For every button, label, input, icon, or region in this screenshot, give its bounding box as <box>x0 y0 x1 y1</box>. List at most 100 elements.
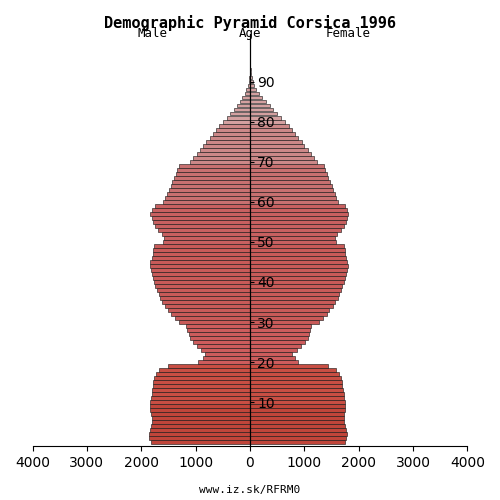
Bar <box>250 260 348 264</box>
Bar <box>177 168 250 172</box>
Bar <box>179 164 250 168</box>
Bar <box>188 332 250 336</box>
Bar <box>152 384 250 388</box>
Bar <box>200 148 250 152</box>
Bar <box>157 288 250 292</box>
Bar <box>170 184 250 188</box>
Bar <box>250 304 332 308</box>
Title: Demographic Pyramid Corsica 1996: Demographic Pyramid Corsica 1996 <box>104 15 396 31</box>
Bar <box>250 432 347 436</box>
Bar <box>168 192 250 196</box>
Bar <box>234 108 250 112</box>
Bar <box>155 204 250 208</box>
Bar <box>152 272 250 276</box>
Bar <box>250 224 344 228</box>
Bar <box>250 220 346 224</box>
Bar <box>165 304 250 308</box>
Bar <box>156 284 250 288</box>
Bar <box>180 320 250 324</box>
Bar <box>149 432 250 436</box>
Bar <box>158 368 250 372</box>
Bar <box>174 176 250 180</box>
Bar <box>250 320 318 324</box>
Bar <box>154 376 250 380</box>
Bar <box>250 392 344 396</box>
Bar <box>250 120 285 124</box>
Bar <box>248 80 250 84</box>
Bar <box>210 136 250 140</box>
Bar <box>250 300 336 304</box>
Bar <box>163 240 250 244</box>
Bar <box>250 104 270 108</box>
Bar <box>250 284 342 288</box>
Bar <box>250 164 324 168</box>
Bar <box>242 96 250 100</box>
Bar <box>250 80 252 84</box>
Bar <box>169 188 250 192</box>
Bar <box>151 440 250 444</box>
Bar <box>153 248 250 252</box>
Bar <box>250 348 297 352</box>
Bar <box>188 328 250 332</box>
Bar <box>154 244 250 248</box>
Bar <box>250 312 326 316</box>
Bar <box>151 412 250 416</box>
Text: Female: Female <box>326 26 370 40</box>
Bar <box>152 216 250 220</box>
Bar <box>150 260 250 264</box>
Text: www.iz.sk/RFRM0: www.iz.sk/RFRM0 <box>200 485 300 495</box>
Bar <box>152 208 250 212</box>
Bar <box>250 180 330 184</box>
Bar <box>153 380 250 384</box>
Bar <box>240 100 250 103</box>
Bar <box>250 440 344 444</box>
Bar <box>250 208 348 212</box>
Bar <box>196 344 250 348</box>
Bar <box>250 148 308 152</box>
Bar <box>250 428 346 432</box>
Bar <box>150 428 250 432</box>
Bar <box>250 140 302 143</box>
Bar <box>168 308 250 312</box>
Bar <box>150 264 250 268</box>
Bar <box>250 72 251 76</box>
Bar <box>250 412 344 416</box>
Bar <box>250 232 337 235</box>
Bar <box>150 404 250 408</box>
Bar <box>153 276 250 280</box>
Bar <box>250 360 298 364</box>
Bar <box>250 252 345 256</box>
Bar <box>250 380 342 384</box>
Bar <box>219 124 250 128</box>
Bar <box>153 220 250 224</box>
Text: Age: Age <box>239 26 261 40</box>
Bar <box>193 156 250 160</box>
Bar <box>250 216 348 220</box>
Bar <box>250 352 292 356</box>
Bar <box>250 400 344 404</box>
Bar <box>250 420 344 424</box>
Bar <box>250 92 259 96</box>
Bar <box>162 232 250 235</box>
Bar <box>250 236 335 240</box>
Bar <box>250 272 346 276</box>
Bar <box>152 256 250 260</box>
Bar <box>171 312 250 316</box>
Bar <box>250 108 274 112</box>
Bar <box>155 224 250 228</box>
Bar <box>250 144 304 148</box>
Bar <box>250 372 338 376</box>
Bar <box>202 356 250 360</box>
Bar <box>250 192 335 196</box>
Bar <box>250 76 252 80</box>
Bar <box>152 252 250 256</box>
Bar <box>250 280 344 284</box>
Bar <box>250 288 341 292</box>
Bar <box>248 84 250 87</box>
Bar <box>250 296 338 300</box>
Bar <box>250 84 254 87</box>
Bar <box>250 200 338 203</box>
Bar <box>250 340 305 344</box>
Bar <box>250 176 328 180</box>
Bar <box>250 96 262 100</box>
